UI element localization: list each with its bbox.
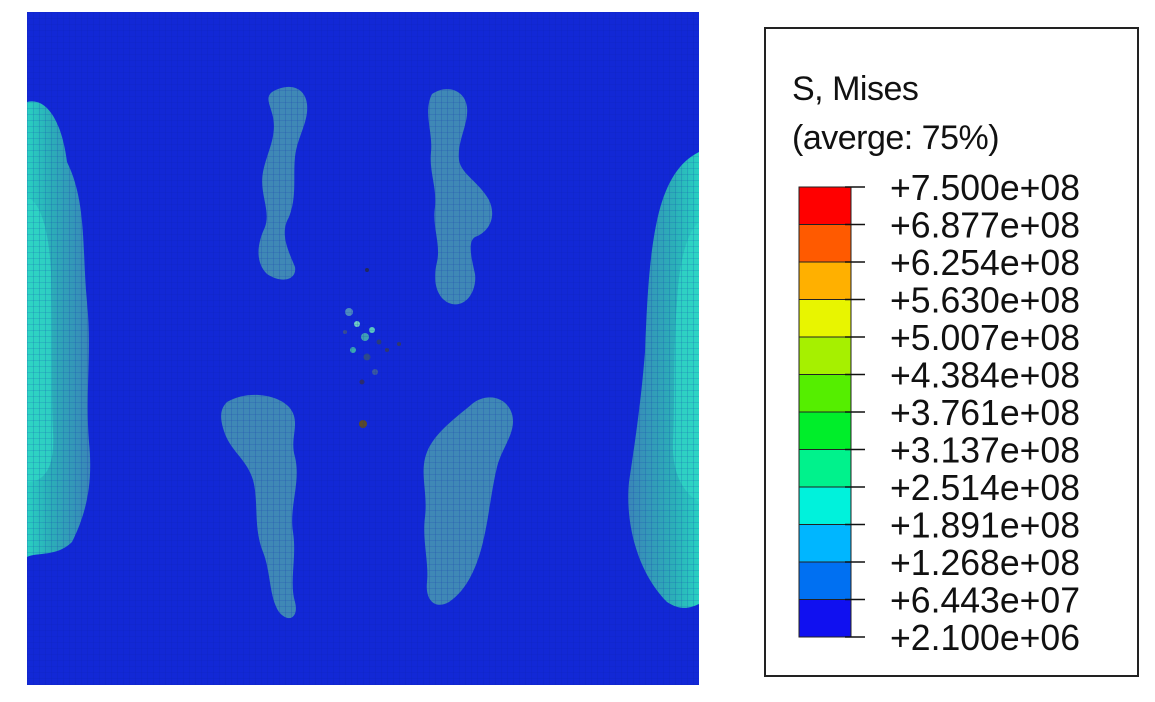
legend-tick-label: +5.630e+08 (890, 280, 1080, 321)
legend-tick-label: +6.877e+08 (890, 205, 1080, 246)
legend-swatch (798, 486, 852, 525)
legend-swatch (798, 599, 852, 638)
legend-swatch (798, 224, 852, 263)
legend-title: S, Mises (792, 70, 919, 108)
legend-tick-label: +2.100e+06 (890, 617, 1080, 658)
legend-swatch (798, 299, 852, 338)
legend-tick-label: +3.761e+08 (890, 392, 1080, 433)
legend-color-scale: +7.500e+08+6.877e+08+6.254e+08+5.630e+08… (798, 167, 1080, 658)
legend-tick-label: +7.500e+08 (890, 167, 1080, 208)
legend-tick-label: +1.891e+08 (890, 505, 1080, 546)
stress-contour-plot (27, 12, 699, 685)
legend-tick-label: +6.443e+07 (890, 580, 1080, 621)
legend-tick-label: +2.514e+08 (890, 467, 1080, 508)
legend-tick-label: +3.137e+08 (890, 430, 1080, 471)
legend-swatch (798, 261, 852, 300)
legend-swatch (798, 561, 852, 600)
legend-swatch (798, 449, 852, 488)
legend-subtitle: (averge: 75%) (792, 119, 1000, 157)
legend-swatch (798, 411, 852, 450)
legend-swatch (798, 374, 852, 413)
mesh-grid-overlay (27, 12, 699, 685)
legend-swatch (798, 336, 852, 375)
legend-tick-label: +1.268e+08 (890, 542, 1080, 583)
legend: S, Mises (averge: 75%) +7.500e+08 +6.877e… (764, 27, 1139, 677)
legend-swatch (798, 186, 852, 225)
legend-swatch (798, 524, 852, 563)
legend-tick-label: +5.007e+08 (890, 317, 1080, 358)
legend-tick-label: +6.254e+08 (890, 242, 1080, 283)
legend-tick-label: +4.384e+08 (890, 355, 1080, 396)
